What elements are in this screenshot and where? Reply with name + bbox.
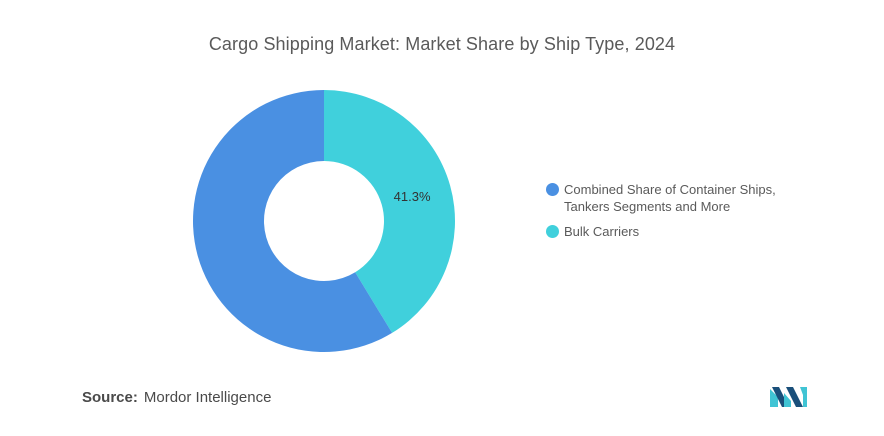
legend-label-combined-share: Combined Share of Container Ships, Tanke… [564,182,776,214]
source-note: Source: Mordor Intelligence [82,389,271,406]
legend-swatch-bulk-carriers [546,225,559,238]
data-label-bulk-carriers: 41.3% [394,189,431,204]
slice-bulk-carriers[interactable] [324,90,455,333]
legend-label-bulk-carriers: Bulk Carriers [564,224,640,239]
source-text: Mordor Intelligence [143,389,272,406]
slice-combined-share[interactable] [192,90,393,353]
legend: Combined Share of Container Ships, Tanke… [546,181,846,248]
chart-title: Cargo Shipping Market: Market Share by S… [208,34,676,54]
mordor-intelligence-logo-icon [770,387,807,407]
source-label: Source: [82,389,138,406]
legend-item-combined-share[interactable]: Combined Share of Container Ships, Tanke… [546,181,846,215]
legend-swatch-combined-share [546,183,559,196]
legend-item-bulk-carriers[interactable]: Bulk Carriers [546,223,846,240]
